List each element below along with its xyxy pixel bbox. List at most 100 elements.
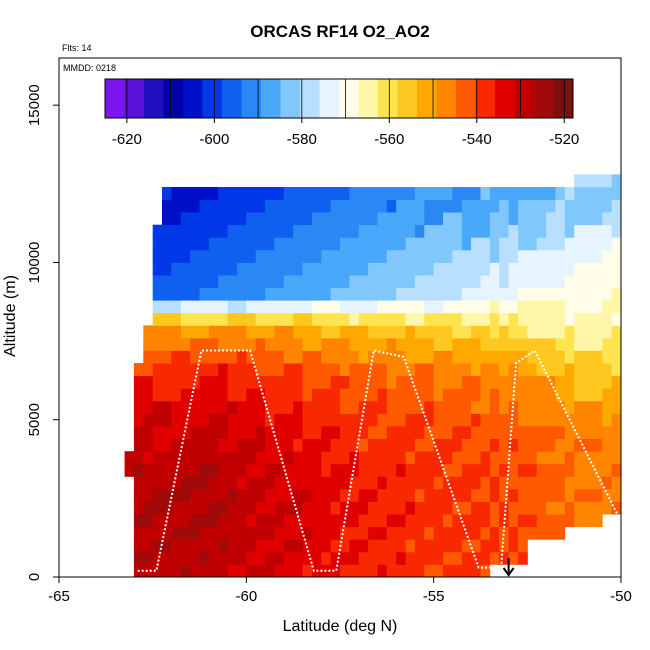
plot-frame: [58, 57, 622, 578]
field-cell: [471, 438, 481, 452]
field-cell: [368, 388, 378, 402]
field-cell: [199, 287, 210, 301]
field-cell: [480, 337, 491, 351]
field-cell: [499, 476, 509, 490]
field-cell: [283, 262, 294, 276]
field-cell: [452, 199, 463, 213]
field-cell: [152, 275, 163, 288]
field-cell: [527, 400, 538, 414]
field-cell: [246, 224, 257, 238]
field-cell: [564, 262, 575, 276]
field-cell: [143, 400, 154, 414]
field-cell: [527, 187, 538, 200]
field-cell: [190, 400, 200, 414]
field-cell: [386, 438, 397, 452]
field-cell: [227, 350, 238, 364]
field-cell: [330, 388, 341, 402]
field-cell: [499, 514, 509, 528]
field-cell: [180, 526, 191, 540]
field-cell: [349, 249, 360, 263]
field-cell: [340, 514, 350, 528]
field-cell: [171, 551, 182, 565]
field-cell: [489, 400, 500, 414]
field-cell: [143, 388, 154, 402]
field-cell: [237, 363, 247, 377]
field-cell: [536, 438, 547, 452]
field-cell: [255, 463, 266, 477]
field-cell: [302, 488, 313, 502]
field-cell: [386, 514, 397, 528]
field-cell: [283, 300, 294, 314]
field-cell: [546, 262, 556, 276]
field-cell: [424, 501, 435, 515]
field-cell: [180, 262, 191, 276]
field-cell: [555, 249, 566, 263]
field-cell: [265, 476, 275, 490]
field-cell: [302, 350, 313, 364]
field-cell: [518, 300, 528, 314]
field-cell: [424, 438, 435, 452]
field-cell: [237, 287, 247, 301]
field-cell: [265, 388, 275, 402]
field-cell: [246, 312, 257, 326]
field-cell: [265, 551, 275, 565]
field-cell: [508, 551, 519, 565]
field-cell: [358, 237, 369, 251]
field-cell: [190, 312, 200, 326]
field-cell: [190, 363, 200, 377]
field-cell: [546, 526, 556, 540]
colorbar-segment: [397, 79, 418, 118]
field-cell: [508, 451, 519, 465]
field-cell: [574, 237, 584, 251]
field-cell: [611, 501, 622, 515]
field-cell: [443, 501, 453, 515]
field-cell: [386, 199, 397, 213]
field-cell: [237, 551, 247, 565]
field-cell: [546, 363, 556, 377]
field-cell: [293, 564, 303, 578]
field-cell: [377, 564, 388, 578]
field-cell: [311, 539, 322, 553]
field-cell: [499, 375, 509, 389]
field-cell: [424, 262, 435, 276]
field-cell: [555, 212, 566, 226]
field-cell: [386, 224, 397, 238]
field-cell: [471, 325, 481, 339]
field-cell: [414, 325, 425, 339]
data-field: [124, 174, 622, 578]
field-cell: [471, 312, 481, 326]
field-cell: [208, 438, 219, 452]
field-cell: [471, 249, 481, 263]
field-cell: [518, 350, 528, 364]
field-cell: [424, 300, 435, 314]
field-cell: [433, 426, 444, 439]
field-cell: [592, 249, 603, 263]
field-cell: [171, 438, 182, 452]
field-cell: [133, 388, 144, 402]
field-cell: [489, 451, 500, 465]
field-cell: [518, 375, 528, 389]
field-cell: [293, 388, 303, 402]
field-cell: [218, 526, 228, 540]
field-cell: [293, 463, 303, 477]
field-cell: [592, 224, 603, 238]
field-cell: [396, 476, 406, 490]
field-cell: [433, 249, 444, 263]
field-cell: [368, 501, 378, 515]
field-cell: [293, 476, 303, 490]
field-cell: [246, 514, 257, 528]
field-cell: [461, 300, 472, 314]
field-cell: [461, 539, 472, 553]
field-cell: [377, 426, 388, 439]
field-cell: [527, 262, 538, 276]
field-cell: [171, 413, 182, 427]
field-cell: [255, 413, 266, 427]
field-cell: [311, 388, 322, 402]
field-cell: [574, 325, 584, 339]
field-cell: [424, 224, 435, 238]
field-cell: [452, 350, 463, 364]
field-cell: [443, 249, 453, 263]
field-cell: [433, 262, 444, 276]
field-cell: [368, 488, 378, 502]
field-cell: [555, 375, 566, 389]
